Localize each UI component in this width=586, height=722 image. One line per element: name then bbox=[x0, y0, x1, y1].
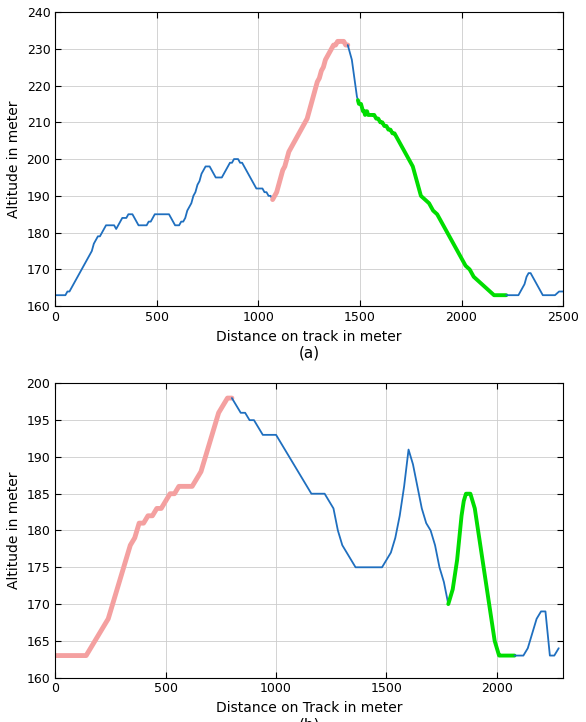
Text: (a): (a) bbox=[299, 346, 320, 361]
X-axis label: Distance on Track in meter: Distance on Track in meter bbox=[216, 701, 403, 715]
Y-axis label: Altitude in meter: Altitude in meter bbox=[7, 100, 21, 218]
Text: (b): (b) bbox=[298, 718, 320, 722]
Y-axis label: Altitude in meter: Altitude in meter bbox=[7, 471, 21, 589]
X-axis label: Distance on track in meter: Distance on track in meter bbox=[216, 330, 402, 344]
